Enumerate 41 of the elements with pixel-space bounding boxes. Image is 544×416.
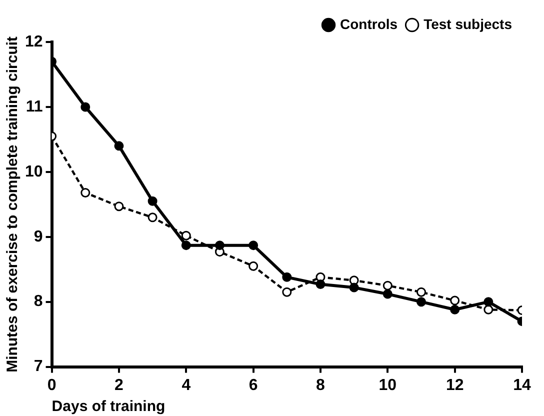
point <box>484 297 494 307</box>
legend-label: Test subjects <box>424 16 512 32</box>
point <box>450 296 460 306</box>
point <box>282 272 292 282</box>
x-tick-label: 6 <box>248 376 258 394</box>
point <box>416 297 426 307</box>
x-tick-label: 8 <box>316 376 326 394</box>
point <box>80 188 90 198</box>
y-axis-title: Minutes of exercise to complete training circuit <box>4 36 22 372</box>
point <box>148 196 158 206</box>
point <box>416 287 426 297</box>
x-tick-label: 14 <box>513 376 531 394</box>
point <box>114 202 124 212</box>
point <box>316 280 326 290</box>
point <box>382 289 392 299</box>
point <box>114 141 124 151</box>
x-tick-label: 12 <box>446 376 464 394</box>
point <box>214 240 224 250</box>
x-tick-label: 0 <box>47 376 56 394</box>
y-tick-label: 12 <box>25 33 43 50</box>
y-tick-label: 10 <box>25 163 43 180</box>
point <box>80 102 90 112</box>
legend-label: Controls <box>340 16 398 32</box>
x-tick-label: 2 <box>114 376 124 394</box>
point <box>248 240 258 250</box>
x-tick-label: 4 <box>182 376 191 394</box>
x-axis-title: Days of training <box>52 398 166 416</box>
y-tick-label: 8 <box>34 293 43 310</box>
x-tick-label: 10 <box>378 376 397 394</box>
point <box>282 287 292 297</box>
point <box>148 212 158 222</box>
point <box>181 230 191 240</box>
y-tick-label: 7 <box>34 358 43 376</box>
point <box>248 261 258 271</box>
y-tick-label: 9 <box>34 228 43 246</box>
y-tick-label: 11 <box>26 98 43 116</box>
point <box>181 240 191 250</box>
point <box>349 282 359 292</box>
point <box>484 304 494 314</box>
point <box>450 304 460 314</box>
point <box>382 280 392 290</box>
